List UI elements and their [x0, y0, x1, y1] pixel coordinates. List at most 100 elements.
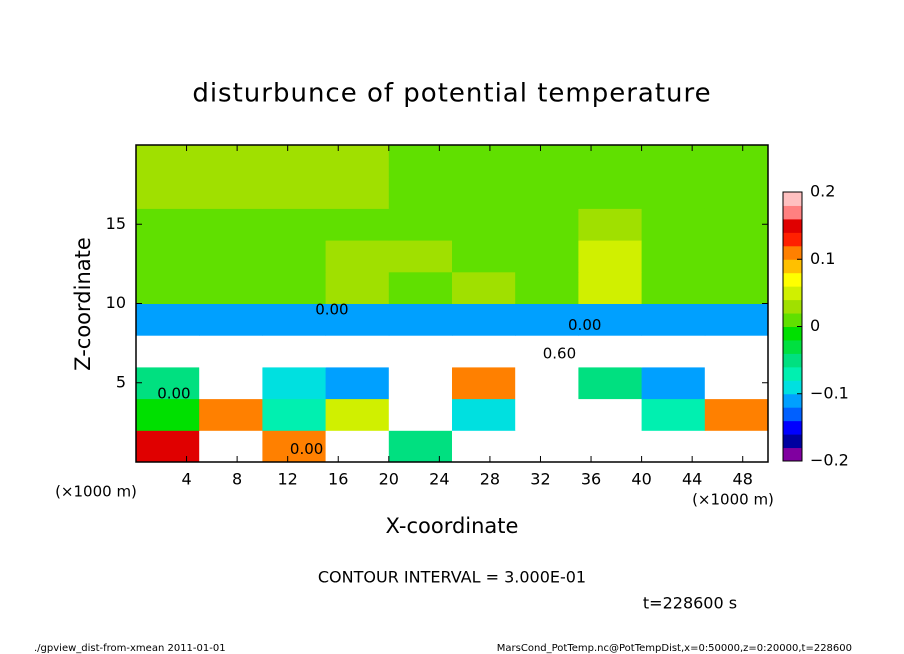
heatmap-cell — [515, 240, 579, 273]
x-tick-label: 12 — [278, 470, 298, 489]
x-tick-label: 40 — [631, 470, 651, 489]
heatmap-cell — [199, 398, 263, 431]
colorbar-swatch — [783, 447, 802, 462]
heatmap-cell — [262, 398, 327, 431]
heatmap-cell — [325, 176, 390, 209]
colorbar-swatch — [783, 434, 802, 449]
heatmap-cell — [452, 398, 516, 431]
heatmap-cell — [515, 430, 579, 463]
heatmap-cell — [515, 366, 579, 400]
chart-title: disturbunce of potential temperature — [192, 79, 711, 109]
heatmap-cell — [199, 240, 263, 273]
heatmap-cell — [641, 335, 706, 368]
y-axis-label: Z-coordinate — [71, 237, 95, 371]
colorbar-swatch — [783, 299, 802, 314]
heatmap-cell — [641, 145, 706, 178]
heatmap-cell — [578, 271, 643, 304]
heatmap-cell — [199, 271, 263, 304]
colorbar-tick-label: 0 — [810, 316, 820, 335]
heatmap-cell — [388, 176, 453, 209]
contour-label: 0.00 — [568, 316, 601, 334]
footer-right: MarsCond_PotTemp.nc@PotTempDist,x=0:5000… — [497, 643, 852, 654]
colorbar-swatch — [783, 393, 802, 408]
heatmap-cell — [325, 335, 390, 368]
heatmap-cell — [452, 430, 516, 463]
x-tick-label: 8 — [232, 470, 242, 489]
y-tick-label: 15 — [106, 214, 126, 233]
colorbar-swatch — [783, 326, 802, 341]
colorbar-swatch — [783, 245, 802, 260]
x-tick-label: 28 — [480, 470, 500, 489]
heatmap-cell — [136, 335, 200, 368]
heatmap-cell — [704, 303, 769, 336]
heatmap-cell — [704, 398, 769, 431]
colorbar-swatch — [783, 259, 802, 274]
heatmap-cell — [199, 208, 263, 241]
colorbar-swatch — [783, 205, 802, 220]
heatmap-cell — [452, 208, 516, 241]
footer-left: ./gpview_dist-from-xmean 2011-01-01 — [34, 643, 226, 654]
heatmap-cell — [452, 366, 516, 400]
heatmap-cell — [262, 145, 327, 178]
heatmap-cell — [704, 208, 769, 241]
heatmap-cell — [578, 398, 643, 431]
x-tick-label: 36 — [581, 470, 601, 489]
colorbar-tick-label: 0.1 — [810, 249, 835, 268]
heatmap-cell — [704, 271, 769, 304]
heatmap-cell — [641, 271, 706, 304]
x-tick-label: 4 — [181, 470, 191, 489]
heatmap-cell — [325, 240, 390, 273]
contour-label: 0.00 — [157, 384, 190, 402]
contour-label: 0.60 — [543, 345, 576, 363]
heatmap-cell — [704, 430, 769, 463]
heatmap-cell — [515, 176, 579, 209]
heatmap-cell — [136, 398, 200, 431]
x-unit-label: (×1000 m) — [692, 491, 774, 509]
heatmap-cell — [515, 145, 579, 178]
x-tick-label: 32 — [530, 470, 550, 489]
heatmap-cell — [199, 335, 263, 368]
heatmap-cell — [199, 176, 263, 209]
heatmap-cell — [388, 335, 453, 368]
heatmap-cell — [262, 176, 327, 209]
contour-interval: CONTOUR INTERVAL = 3.000E-01 — [318, 568, 586, 587]
heatmap-cell — [325, 430, 390, 463]
x-tick-label: 24 — [429, 470, 449, 489]
heatmap-cell — [578, 366, 643, 400]
x-unit-label: (×1000 m) — [55, 483, 137, 501]
heatmap-cell — [641, 366, 706, 400]
heatmap-cell — [578, 303, 643, 336]
heatmap-cell — [136, 271, 200, 304]
heatmap-cell — [388, 271, 453, 304]
colorbar-swatch — [783, 272, 802, 287]
heatmap-cell — [704, 335, 769, 368]
heatmap-cell — [578, 176, 643, 209]
heatmap-cell — [452, 145, 516, 178]
heatmap-cell — [452, 271, 516, 304]
heatmap-cell — [388, 208, 453, 241]
heatmap-cell — [325, 366, 390, 400]
heatmap-cell — [452, 176, 516, 209]
heatmap-cell — [515, 208, 579, 241]
contour-label: 0.00 — [290, 440, 323, 458]
colorbar-tick-label: −0.1 — [810, 383, 849, 402]
colorbar-tick-label: 0.2 — [810, 182, 835, 201]
heatmap-cell — [325, 208, 390, 241]
heatmap-cell — [515, 398, 579, 431]
heatmap-cell — [199, 430, 263, 463]
heatmap-cell — [199, 145, 263, 178]
heatmap-cell — [452, 240, 516, 273]
heatmap-cell — [262, 335, 327, 368]
heatmap-cell — [262, 240, 327, 273]
heatmap-cell — [578, 208, 643, 241]
heatmap-cell — [452, 335, 516, 368]
heatmap-cell — [262, 430, 327, 463]
heatmap-cell — [578, 240, 643, 273]
heatmap-cell — [641, 430, 706, 463]
heatmap-cell — [704, 240, 769, 273]
heatmap-cell — [136, 240, 200, 273]
y-tick-label: 10 — [106, 293, 126, 312]
heatmap-cell — [641, 240, 706, 273]
colorbar-swatch — [783, 286, 802, 301]
